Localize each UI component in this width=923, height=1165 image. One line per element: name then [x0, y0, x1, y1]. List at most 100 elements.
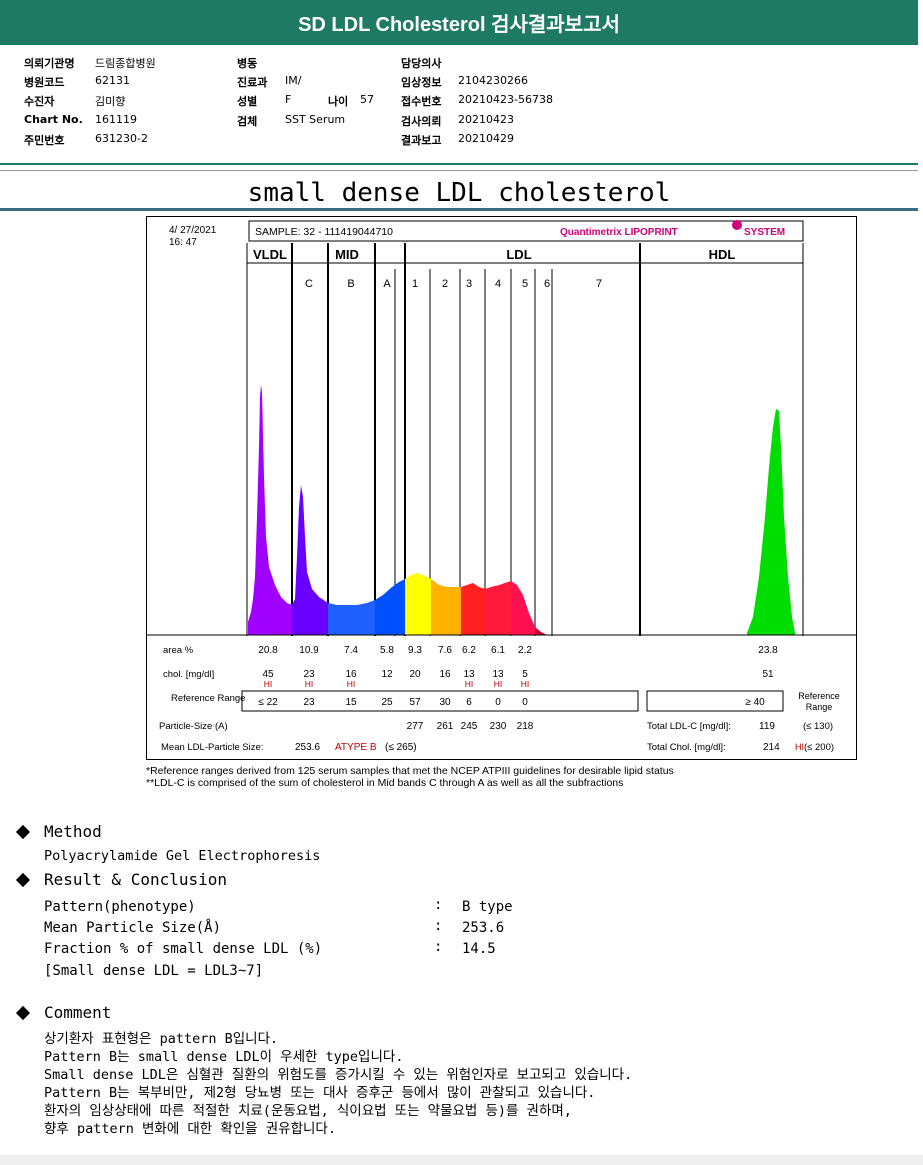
- particle-size-value: 261: [437, 721, 454, 732]
- hi-flag: HI: [494, 679, 503, 689]
- curve-segment: [511, 581, 535, 635]
- footnote-2: **LDL-C is comprised of the sum of chole…: [146, 776, 624, 789]
- total-ldl-label: Total LDL-C [mg/dl]:: [647, 721, 731, 732]
- particle-size-value: 277: [407, 721, 424, 732]
- comment-line: 환자의 임상상태에 따른 적절한 치료(운동요법, 식이요법 또는 약물요법 등…: [44, 1103, 572, 1119]
- comment-line: Small dense LDL은 심혈관 질환의 위험도를 증가시킬 수 있는 …: [44, 1067, 633, 1083]
- total-ldl-limit: (≤ 130): [803, 721, 833, 732]
- info-label: 임상정보: [401, 76, 442, 89]
- hi-flag: HI: [347, 679, 356, 689]
- ref-value: 23: [303, 697, 315, 708]
- ref-value: 0: [495, 697, 501, 708]
- info-value: 161119: [95, 113, 137, 126]
- chol-value: 23: [303, 669, 315, 680]
- footnote-1: *Reference ranges derived from 125 serum…: [146, 765, 674, 777]
- info-value: 김미향: [95, 95, 126, 108]
- info-value: 57: [360, 93, 374, 106]
- chart-time: 16: 47: [169, 237, 197, 248]
- band-label: 4: [495, 278, 501, 290]
- result-title: Result & Conclusion: [44, 870, 228, 889]
- total-chol-limit: (≤ 200): [804, 742, 834, 753]
- curve-segment: [405, 573, 431, 635]
- result-note: [Small dense LDL = LDL3~7]: [44, 963, 264, 979]
- curve-segment: [292, 485, 328, 635]
- info-value: 631230-2: [95, 132, 148, 145]
- colon: :: [434, 897, 443, 913]
- area-value: 6.2: [462, 645, 476, 656]
- group-label: MID: [335, 247, 359, 262]
- band-label: B: [347, 278, 354, 290]
- divider: [0, 170, 918, 171]
- row-label-mean: Mean LDL-Particle Size:: [161, 742, 263, 753]
- diamond-bullet-icon: [15, 872, 31, 887]
- row-label-area: area %: [163, 645, 194, 656]
- info-label: 수진자: [24, 95, 55, 108]
- area-value: 10.9: [299, 645, 319, 656]
- row-label-ref: Reference Range: [171, 693, 245, 704]
- result-value: B type: [462, 899, 513, 915]
- band-label: 5: [522, 278, 528, 290]
- info-value: IM/: [285, 74, 302, 87]
- info-value: 20210423-56738: [458, 93, 553, 106]
- total-chol-label: Total Chol. [mg/dl]:: [647, 742, 726, 753]
- curve-segment: [248, 385, 292, 635]
- info-label: Chart No.: [24, 113, 83, 126]
- result-label: Mean Particle Size(Å): [44, 920, 222, 936]
- chol-value: 16: [345, 669, 357, 680]
- report-header: SD LDL Cholesterol 검사결과보고서: [0, 0, 918, 45]
- area-value: 23.8: [758, 645, 778, 656]
- comment-line: Pattern B는 복부비만, 제2형 당뇨병 또는 대사 증후군 등에서 많…: [44, 1085, 596, 1101]
- curve-segment: [431, 579, 461, 635]
- row-label-particle: Particle-Size (A): [159, 721, 228, 732]
- mean-type: ATYPE B: [335, 742, 377, 753]
- comment-section: Comment: [14, 1003, 111, 1022]
- ref-value: 0: [522, 697, 528, 708]
- hi-flag: HI: [305, 679, 314, 689]
- area-value: 5.8: [380, 645, 394, 656]
- band-label: 2: [442, 278, 448, 290]
- mean-limit: (≤ 265): [385, 742, 417, 753]
- curve-segment: [375, 579, 405, 635]
- chol-value: 12: [381, 669, 393, 680]
- chol-value: 13: [492, 669, 504, 680]
- info-value: 2104230266: [458, 74, 528, 87]
- info-value: 62131: [95, 74, 130, 87]
- info-label: 주민번호: [24, 134, 65, 147]
- colon: :: [434, 939, 443, 955]
- brand-logo-icon: [732, 220, 742, 230]
- hi-flag: HI: [264, 679, 273, 689]
- ref-value: ≤ 22: [258, 697, 278, 708]
- curve-segment: [461, 583, 485, 635]
- footnotes: *Reference ranges derived from 125 serum…: [146, 765, 906, 789]
- total-chol-value: 214: [763, 742, 780, 753]
- total-ldl-value: 119: [759, 721, 775, 732]
- chol-value: 13: [463, 669, 475, 680]
- chol-value: 45: [262, 669, 274, 680]
- info-value: 20210429: [458, 132, 514, 145]
- comment-line: 상기환자 표현형은 pattern B입니다.: [44, 1031, 279, 1047]
- ref-value: 15: [345, 697, 357, 708]
- result-section: Result & Conclusion: [14, 870, 227, 889]
- ref-right-label-1: Reference: [798, 691, 840, 701]
- info-value: 20210423: [458, 113, 514, 126]
- method-title: Method: [44, 822, 102, 841]
- particle-size-value: 218: [517, 721, 534, 732]
- info-label: 담당의사: [401, 57, 442, 70]
- area-value: 7.6: [438, 645, 452, 656]
- group-label: HDL: [709, 247, 736, 262]
- band-label: 1: [412, 278, 418, 290]
- chol-value: 51: [762, 669, 774, 680]
- divider: [0, 163, 918, 165]
- info-label: 나이: [328, 95, 349, 108]
- row-label-chol: chol. [mg/dl]: [163, 669, 214, 680]
- mean-size-value: 253.6: [295, 742, 320, 753]
- group-label: VLDL: [253, 247, 287, 262]
- particle-size-value: 230: [490, 721, 507, 732]
- chol-value: 20: [409, 669, 421, 680]
- ref-value: 57: [409, 697, 421, 708]
- info-value: SST Serum: [285, 113, 346, 126]
- hi-flag: HI: [465, 679, 474, 689]
- ref-value: 30: [439, 697, 451, 708]
- result-value: 14.5: [462, 941, 496, 957]
